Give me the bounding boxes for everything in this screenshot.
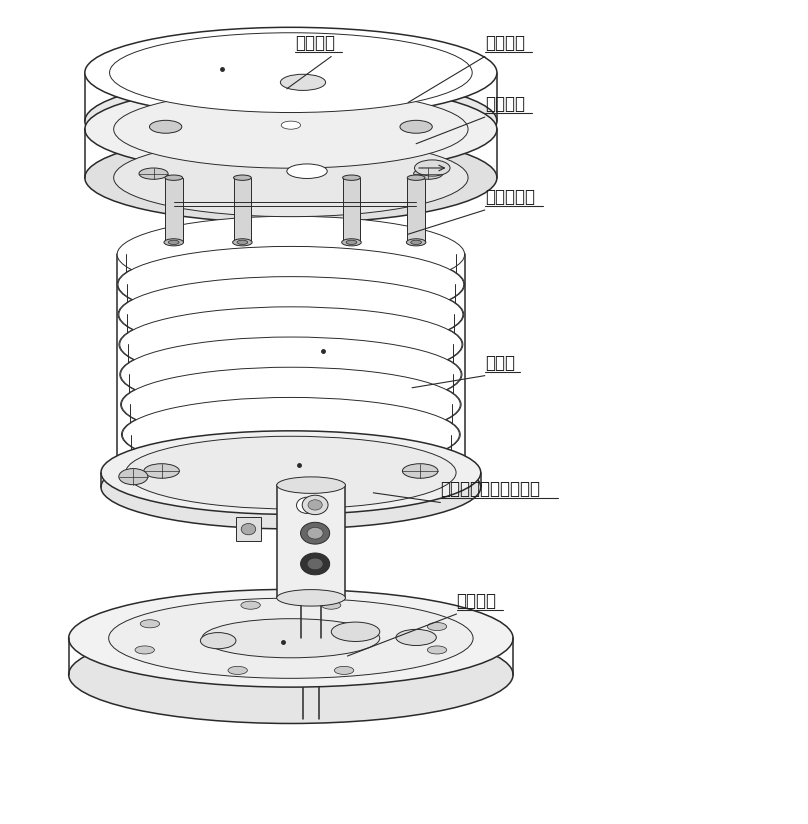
Ellipse shape [228, 667, 247, 674]
Ellipse shape [281, 121, 301, 129]
Ellipse shape [307, 558, 323, 569]
Ellipse shape [402, 464, 438, 478]
Bar [276, 485, 346, 598]
Ellipse shape [427, 622, 447, 630]
Ellipse shape [120, 337, 462, 412]
Ellipse shape [241, 523, 255, 535]
Ellipse shape [121, 368, 461, 442]
Ellipse shape [335, 667, 354, 674]
Text: 指北笭头: 指北笭头 [485, 95, 525, 113]
Ellipse shape [237, 240, 248, 245]
Bar [343, 178, 360, 242]
Ellipse shape [301, 522, 330, 544]
Ellipse shape [343, 175, 360, 180]
Ellipse shape [168, 240, 179, 245]
Ellipse shape [139, 168, 168, 180]
Ellipse shape [85, 84, 497, 175]
Ellipse shape [118, 246, 464, 322]
Ellipse shape [85, 133, 497, 223]
Ellipse shape [121, 397, 461, 472]
Text: 压电雨量: 压电雨量 [295, 35, 335, 53]
Bar [407, 178, 425, 242]
Ellipse shape [400, 120, 432, 133]
Ellipse shape [342, 239, 361, 246]
Ellipse shape [165, 175, 183, 180]
Ellipse shape [202, 619, 380, 658]
Ellipse shape [301, 553, 330, 575]
Ellipse shape [101, 445, 481, 529]
Ellipse shape [114, 138, 468, 217]
Ellipse shape [414, 168, 443, 180]
Ellipse shape [118, 276, 464, 353]
Ellipse shape [108, 598, 473, 678]
Ellipse shape [119, 469, 148, 485]
Ellipse shape [120, 367, 461, 442]
Ellipse shape [149, 120, 182, 133]
Bar [165, 178, 183, 242]
Text: 百叶笜: 百叶笜 [485, 353, 515, 372]
Ellipse shape [287, 164, 327, 179]
Ellipse shape [85, 27, 497, 118]
Ellipse shape [101, 431, 481, 514]
Ellipse shape [119, 307, 463, 382]
Ellipse shape [331, 622, 380, 641]
Ellipse shape [407, 175, 425, 180]
Ellipse shape [110, 33, 472, 113]
Ellipse shape [276, 590, 345, 606]
Ellipse shape [144, 464, 179, 478]
Ellipse shape [69, 589, 513, 687]
Ellipse shape [234, 175, 251, 180]
Ellipse shape [302, 495, 328, 515]
Ellipse shape [241, 602, 260, 609]
Ellipse shape [114, 90, 468, 168]
Ellipse shape [427, 646, 447, 654]
Ellipse shape [308, 499, 322, 510]
Ellipse shape [122, 397, 460, 471]
Bar [236, 517, 260, 541]
Ellipse shape [122, 428, 460, 502]
Ellipse shape [406, 239, 426, 246]
Text: 温度、湿度、气压监测: 温度、湿度、气压监测 [440, 480, 541, 499]
Ellipse shape [410, 240, 422, 245]
Ellipse shape [346, 240, 357, 245]
Ellipse shape [233, 239, 252, 246]
Text: 固定法兰: 固定法兰 [457, 592, 497, 610]
Ellipse shape [120, 307, 462, 382]
Ellipse shape [322, 602, 341, 609]
Ellipse shape [119, 277, 463, 353]
Text: 控制电路: 控制电路 [485, 35, 525, 53]
Ellipse shape [164, 239, 183, 246]
Ellipse shape [120, 337, 461, 412]
Bar [234, 178, 251, 242]
Ellipse shape [280, 74, 326, 91]
Ellipse shape [297, 497, 318, 513]
Text: 超声波探头: 超声波探头 [485, 188, 535, 206]
Ellipse shape [307, 527, 323, 539]
Ellipse shape [126, 436, 456, 509]
Ellipse shape [200, 633, 236, 648]
Ellipse shape [117, 216, 465, 293]
Ellipse shape [117, 246, 465, 323]
Ellipse shape [415, 160, 450, 176]
Ellipse shape [141, 620, 160, 628]
Ellipse shape [135, 646, 154, 654]
Ellipse shape [85, 76, 497, 166]
Ellipse shape [396, 630, 436, 645]
Ellipse shape [276, 477, 345, 494]
Ellipse shape [69, 625, 513, 723]
